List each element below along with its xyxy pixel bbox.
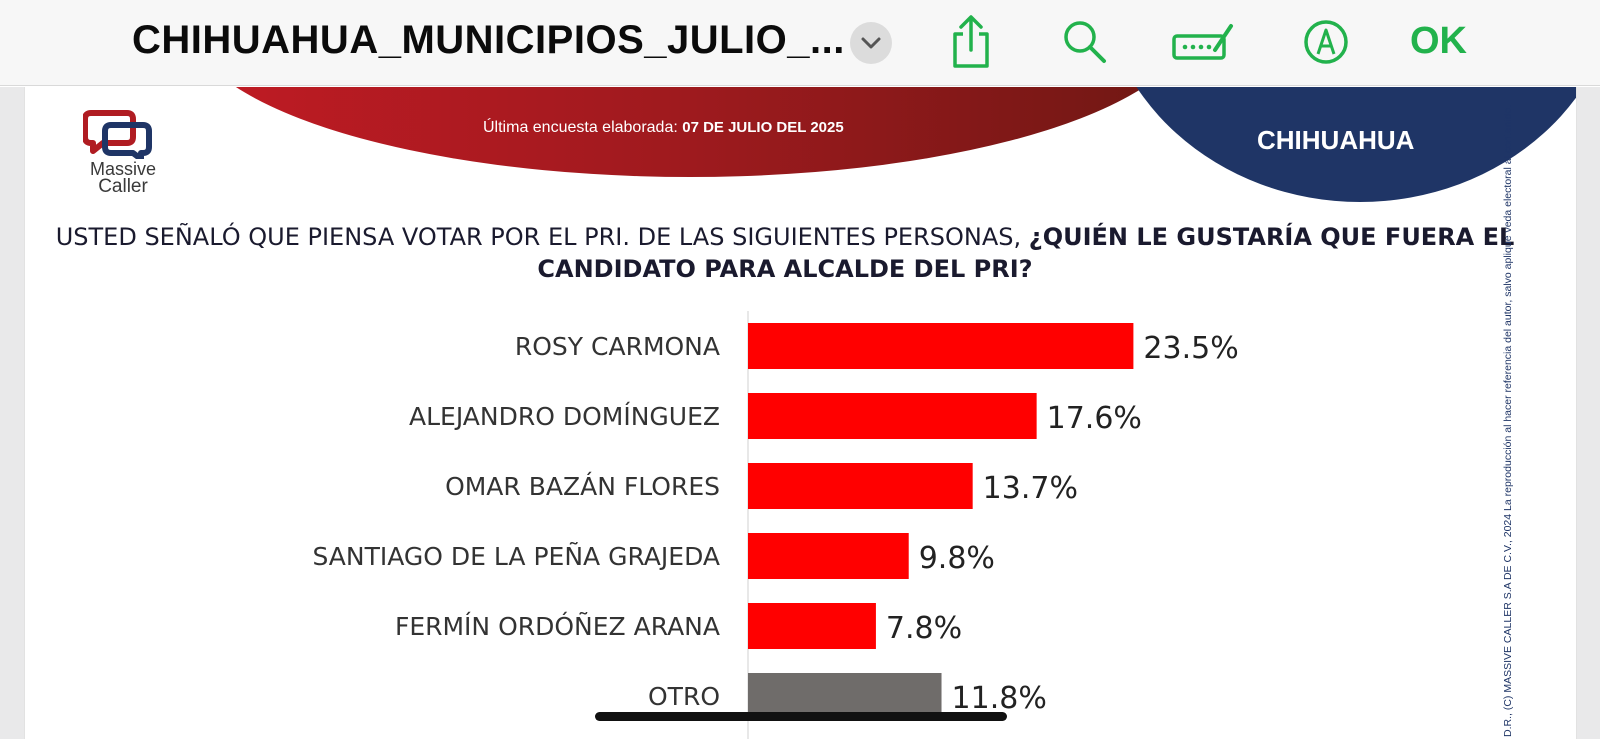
pen-circle-icon xyxy=(1304,20,1348,64)
value-label: 9.8% xyxy=(919,541,995,576)
category-label: OMAR BAZÁN FLORES xyxy=(445,472,720,501)
markup-button[interactable] xyxy=(1170,14,1236,70)
home-indicator[interactable] xyxy=(595,712,1007,721)
ok-button[interactable]: OK xyxy=(1410,20,1467,62)
value-label: 7.8% xyxy=(886,611,962,646)
category-label: ALEJANDRO DOMÍNGUEZ xyxy=(409,402,720,431)
survey-date-prefix: Última encuesta elaborada: xyxy=(483,119,678,136)
title-menu-button[interactable] xyxy=(850,22,892,64)
search-icon xyxy=(1064,21,1106,63)
bar xyxy=(748,393,1037,439)
region-label: CHIHUAHUA xyxy=(1257,125,1415,155)
share-button[interactable] xyxy=(943,14,999,70)
question-part1: USTED SEÑALÓ QUE PIENSA VOTAR POR EL PRI… xyxy=(55,223,1022,251)
document-title[interactable]: CHIHUAHUA_MUNICIPIOS_JULIO_... xyxy=(132,18,845,62)
annotate-button[interactable] xyxy=(1298,14,1354,70)
share-icon xyxy=(953,15,989,68)
logo-text: Massive Caller xyxy=(73,160,173,196)
massive-caller-logo-icon xyxy=(83,110,152,159)
bar xyxy=(748,323,1134,369)
category-label: ROSY CARMONA xyxy=(515,332,720,361)
survey-question: USTED SEÑALÓ QUE PIENSA VOTAR POR EL PRI… xyxy=(45,221,1525,285)
bar xyxy=(748,533,909,579)
markup-icon xyxy=(1172,24,1233,60)
logo-line2: Caller xyxy=(98,176,148,197)
survey-date-line: Última encuesta elaborada: 07 DE JULIO D… xyxy=(483,119,844,137)
value-label: 13.7% xyxy=(983,471,1078,506)
category-label: SANTIAGO DE LA PEÑA GRAJEDA xyxy=(312,541,720,571)
search-button[interactable] xyxy=(1057,14,1113,70)
bar xyxy=(748,463,973,509)
logo-line1: Massive xyxy=(89,159,156,179)
bar xyxy=(748,603,876,649)
question-part2: ¿QUIÉN LE GUSTARÍA QUE FUERA EL CANDIDAT… xyxy=(537,223,1515,283)
survey-date: 07 DE JULIO DEL 2025 xyxy=(682,119,844,136)
value-label: 23.5% xyxy=(1143,331,1238,366)
value-label: 17.6% xyxy=(1047,401,1142,436)
category-label: OTRO xyxy=(648,682,720,711)
viewer-toolbar: CHIHUAHUA_MUNICIPIOS_JULIO_... OK xyxy=(0,0,1600,86)
chevron-down-icon xyxy=(861,37,881,49)
value-label: 11.8% xyxy=(952,681,1047,716)
bar xyxy=(748,673,942,719)
category-label: FERMÍN ORDÓÑEZ ARANA xyxy=(395,611,720,641)
